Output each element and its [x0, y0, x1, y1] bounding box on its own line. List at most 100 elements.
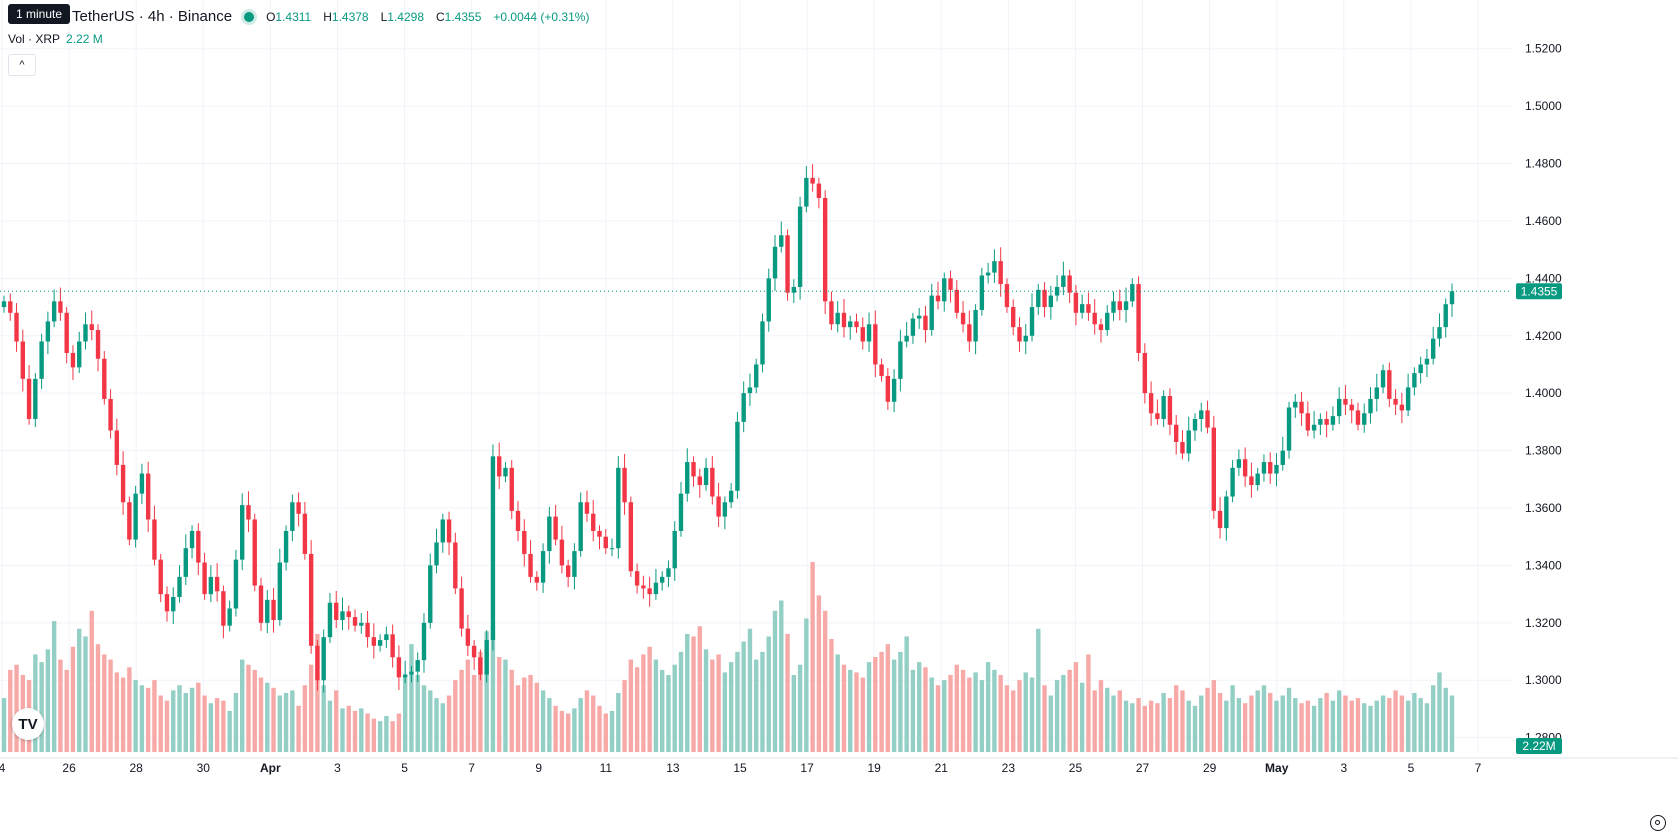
volume-bar: [829, 639, 834, 752]
volume-bar: [942, 680, 947, 752]
candle-body: [916, 315, 922, 319]
volume-bar: [1368, 705, 1373, 752]
candle-body: [490, 456, 496, 641]
volume-bar: [879, 651, 884, 752]
volume-bar: [547, 698, 552, 752]
volume-bar: [515, 685, 521, 752]
symbol-title[interactable]: TetherUS · 4h · Binance: [72, 8, 233, 25]
volume-bar: [703, 649, 709, 752]
chevron-up-icon[interactable]: ^: [8, 54, 36, 76]
candle-body: [553, 516, 558, 540]
volume-bar: [1362, 703, 1367, 752]
candle-body: [1161, 396, 1166, 420]
candle-body: [1393, 398, 1398, 405]
candle-body: [716, 496, 721, 517]
candle-body: [384, 634, 389, 641]
volume-bar: [133, 680, 138, 752]
volume-bar: [954, 664, 959, 752]
volume-bar: [641, 654, 646, 752]
volume-bar: [578, 698, 583, 752]
volume-bar: [1186, 700, 1191, 752]
volume-bar: [95, 644, 101, 752]
volume-bar: [1236, 698, 1242, 752]
candle-body: [1261, 462, 1267, 474]
volume-bar: [634, 667, 640, 752]
volume-bar: [1399, 695, 1405, 752]
candle-body: [1092, 312, 1097, 325]
volume-bar: [89, 610, 94, 752]
volume-bar: [891, 659, 897, 752]
volume-bar: [283, 692, 289, 752]
candle-body: [352, 617, 358, 626]
volume-bar: [208, 703, 214, 752]
y-tick-label: 1.3000: [1525, 673, 1562, 687]
volume-bar: [1111, 695, 1116, 752]
volume-bar: [1230, 685, 1235, 752]
candle-body: [791, 286, 797, 293]
volume-bar: [866, 662, 872, 752]
volume-bar: [697, 626, 702, 752]
y-tick-label: 1.3200: [1525, 616, 1562, 630]
candle-body: [703, 467, 709, 486]
volume-bar: [1330, 700, 1336, 752]
volume-bar: [171, 690, 176, 752]
volume-bar: [183, 692, 188, 752]
candle-body: [302, 513, 308, 554]
last-volume-label: 2.22M: [1522, 739, 1555, 753]
volume-bar: [597, 705, 602, 752]
candle-body: [89, 324, 94, 331]
volume-bar: [1249, 695, 1254, 752]
volume-bar: [1036, 628, 1041, 752]
candle-body: [1449, 291, 1455, 305]
candle-body: [603, 536, 608, 549]
volume-bar: [685, 633, 690, 752]
settings-gear-icon[interactable]: [1650, 815, 1666, 831]
volume-bar: [1274, 700, 1279, 752]
candle-body: [459, 588, 464, 629]
x-tick-label: 17: [800, 761, 814, 775]
candle-body: [528, 553, 533, 577]
volume-bar: [923, 667, 928, 752]
volume-bar: [252, 669, 257, 752]
candle-body: [1355, 410, 1361, 425]
candle-body: [127, 502, 132, 540]
candle-body: [659, 576, 665, 583]
volume-bar: [1023, 672, 1028, 752]
volume-bar: [503, 659, 508, 752]
tradingview-logo-icon[interactable]: TV: [12, 708, 44, 740]
volume-bar: [929, 677, 934, 752]
volume-bar: [985, 662, 991, 752]
volume-bar: [1105, 687, 1110, 752]
volume-bar: [1268, 692, 1273, 752]
y-tick-label: 1.4200: [1525, 329, 1562, 343]
candle-body: [1330, 416, 1336, 425]
candle-body: [1086, 304, 1091, 313]
candle-body: [296, 502, 301, 514]
candle-body: [1443, 304, 1448, 328]
volume-bar: [1017, 680, 1022, 752]
x-tick-label: Apr: [260, 761, 281, 775]
volume-bar: [258, 677, 264, 752]
volume-bar: [992, 669, 997, 752]
candle-body: [1130, 284, 1135, 302]
candle-body: [1105, 312, 1110, 331]
candle-body: [1211, 427, 1216, 511]
volume-bar: [83, 636, 88, 752]
candle-body: [522, 530, 527, 554]
last-price-label: 1.4355: [1521, 284, 1558, 298]
x-tick-label: 28: [130, 761, 144, 775]
volume-bar: [854, 672, 859, 752]
candle-body: [271, 599, 276, 620]
volume-bar: [1123, 700, 1129, 752]
volume-bar: [39, 662, 44, 752]
candle-body: [634, 571, 640, 586]
volume-bar: [1155, 703, 1160, 752]
volume-bar: [1161, 692, 1166, 752]
candle-body: [547, 516, 552, 552]
x-tick-label: 15: [733, 761, 747, 775]
candle-body: [1368, 398, 1373, 414]
candle-body: [1061, 275, 1066, 287]
candle-body: [935, 295, 941, 302]
candle-body: [95, 330, 101, 359]
